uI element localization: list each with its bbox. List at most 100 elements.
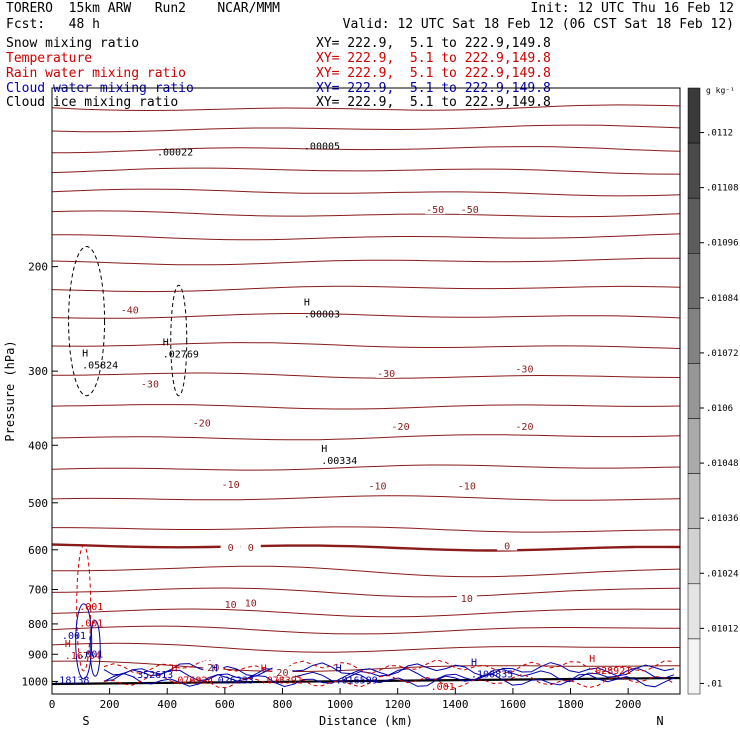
colorbar-swatch [687, 308, 701, 364]
colorbar-swatch [687, 253, 701, 309]
maximum-marker: H [336, 664, 342, 675]
maximum-value: .00022 [157, 148, 193, 159]
field-name-rain: Rain water mixing ratio [6, 66, 187, 81]
temperature-label: 10 [225, 600, 237, 611]
temperature-label: -30 [377, 369, 395, 380]
colorbar-swatch [687, 363, 701, 419]
temperature-label: 10 [461, 594, 473, 605]
temperature-label: -10 [368, 482, 386, 493]
x-tick-label: 0 [49, 698, 56, 711]
isotherm-line [51, 565, 681, 578]
maximum-value: .026233 [212, 676, 254, 687]
colorbar-label: .0112 [706, 129, 733, 139]
header-init: Init: 12 UTC Thu 16 Feb 12 [530, 1, 735, 16]
temperature-label-bg [456, 591, 477, 603]
temperature-label-bg [456, 479, 477, 491]
field-xy-cloud-ice: XY= 222.9, 5.1 to 222.9,149.8 [316, 95, 551, 110]
mixing-ratio-contour [103, 673, 675, 689]
colorbar-swatch [687, 528, 701, 585]
x-tick-label: 1400 [442, 698, 469, 711]
maximum-value: .02769 [163, 350, 199, 361]
field-name-temperature: Temperature [6, 51, 93, 66]
temperature-labels: -50 -50 -40 -30 -30 -30 -20 -20 -20 -10 -10 -10 0 0 0 1… [119, 203, 535, 679]
isotherm-line [51, 495, 681, 501]
isotherm-line [52, 526, 680, 533]
temperature-label: 10 [245, 598, 257, 609]
temperature-label: -30 [141, 380, 159, 391]
temperature-label: -50 [461, 205, 479, 216]
temperature-label-bg [497, 539, 518, 551]
maximum-value: .16764 [65, 651, 101, 662]
temperature-label-bg [272, 666, 293, 678]
mixing-ratio-contour [89, 620, 101, 677]
isotherm-line [51, 167, 680, 175]
x-tick-label: 1000 [327, 698, 354, 711]
y-tick-label: 300 [28, 365, 48, 378]
plot-frame [51, 87, 681, 695]
temperature-label-bg [367, 479, 388, 491]
maximum-value: .00334 [321, 456, 357, 467]
colorbar-label: .01 [706, 679, 722, 689]
y-tick-label: 500 [28, 497, 48, 510]
x-tick-label: 400 [157, 698, 177, 711]
temperature-label-bg [220, 597, 241, 609]
mixing-ratio-contour [76, 544, 92, 672]
colorbar-swatch [687, 87, 701, 144]
x-tick-label: 600 [215, 698, 235, 711]
x-tick-label: 1200 [384, 698, 411, 711]
x-end-label-right: N [656, 714, 663, 728]
colorbar-label: .01096 [706, 239, 739, 249]
maximum-marker: H [163, 338, 169, 349]
temperature-label-bg [390, 419, 411, 431]
y-tick-label: 700 [28, 584, 48, 597]
isotherm-line [51, 313, 681, 319]
header-valid: Valid: 12 UTC Sat 18 Feb 12 (06 CST Sat … [342, 17, 734, 32]
mixing-ratio-contour [103, 659, 675, 675]
colorbar-swatch [687, 638, 701, 695]
temperature-isotherms [51, 104, 681, 686]
maximum-value: .18138 [53, 676, 89, 687]
maximum-marker: H [82, 348, 88, 359]
maximum-marker: H [471, 657, 477, 668]
mixing-ratio-contour [103, 672, 675, 688]
mixing-ratio-contour [103, 667, 675, 683]
temperature-label-bg [220, 541, 241, 553]
y-tick-label: 600 [28, 544, 48, 557]
maximum-value: .00005 [304, 141, 340, 152]
maximum-marker: H [212, 664, 218, 675]
y-tick-label: 800 [28, 618, 48, 631]
maximum-value: .001 [79, 619, 103, 630]
colorbar-swatch [687, 142, 701, 199]
isotherm-line [51, 434, 681, 441]
temperature-label-bg [376, 366, 397, 378]
temperature-label-bg [425, 203, 446, 215]
colorbar-label: .01108 [706, 184, 739, 194]
y-tick-label: 200 [28, 261, 48, 274]
temperature-label-bg [119, 303, 140, 315]
temperature-label-bg [514, 362, 535, 374]
colorbar-units: g kg⁻¹ [706, 86, 735, 95]
maxima-labels: H.05824H.02769H.00003H.00334.00022.00005… [53, 141, 631, 693]
colorbar-swatch [687, 583, 701, 640]
header-left-line1: TORERO 15km ARW Run2 NCAR/MMM [6, 1, 280, 16]
temperature-label: -20 [515, 422, 533, 433]
isotherm-line [51, 608, 680, 618]
temperature-label: -40 [121, 305, 139, 316]
temperature-label-bg [191, 416, 212, 428]
mixing-ratio-contour [68, 246, 106, 397]
mixing-ratio-contours [68, 246, 675, 689]
temperature-label: -30 [515, 365, 533, 376]
isotherm-line [51, 404, 681, 410]
temperature-label: -50 [426, 205, 444, 216]
isotherm-line [51, 285, 681, 293]
colorbar-label: .01024 [706, 569, 739, 579]
maximum-value: .001 [79, 602, 103, 613]
isotherm-line [51, 342, 681, 349]
maximum-value: .076924 [171, 676, 213, 687]
isotherm-line [51, 124, 681, 133]
x-tick-label: 800 [273, 698, 293, 711]
isotherm-line [51, 587, 681, 598]
colorbar-label: .01084 [706, 294, 739, 304]
colorbar-swatch [687, 418, 701, 474]
